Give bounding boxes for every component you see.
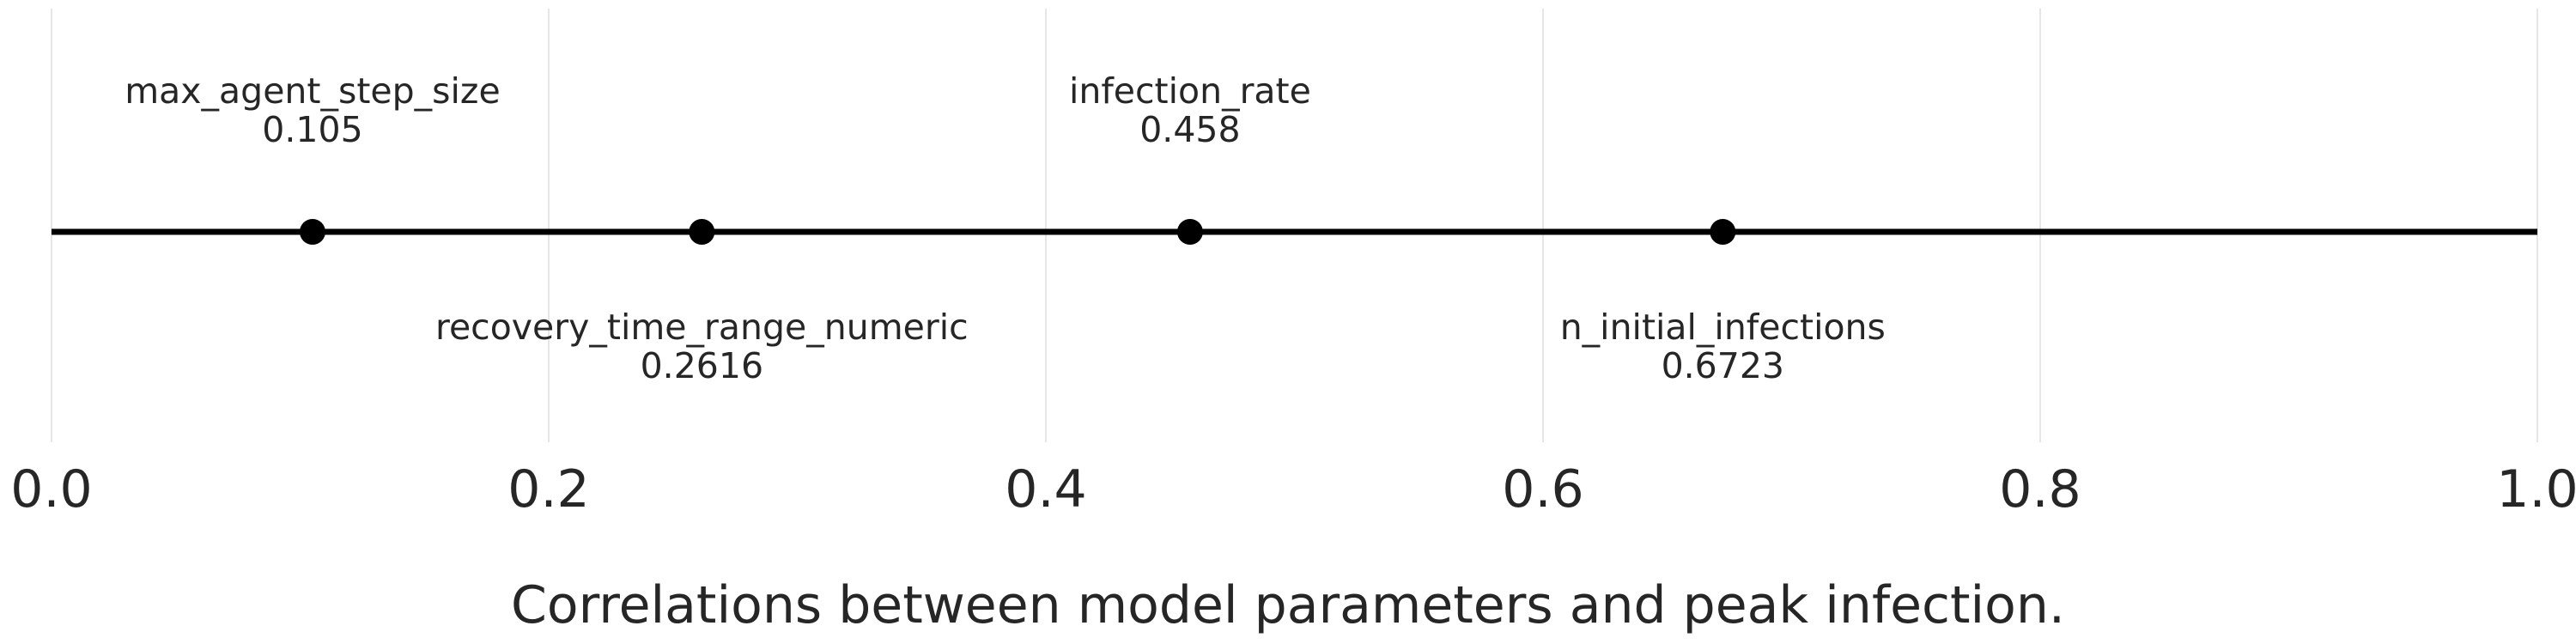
x-tick-label: 0.6 xyxy=(1502,459,1583,519)
x-tick-label: 0.8 xyxy=(1999,459,2081,519)
data-point-n-initial-infections xyxy=(1710,219,1736,245)
point-name-label: max_agent_step_size xyxy=(125,70,500,112)
point-name-label: recovery_time_range_numeric xyxy=(435,307,969,348)
x-tick-label: 0.4 xyxy=(1005,459,1086,519)
x-tick-label: 1.0 xyxy=(2496,459,2576,519)
point-value-label: 0.6723 xyxy=(1662,345,1784,386)
x-tick-labels: 0.0 0.2 0.4 0.6 0.8 1.0 xyxy=(10,459,2576,519)
data-point-recovery-time-range-numeric xyxy=(689,219,715,245)
data-point-infection-rate xyxy=(1176,219,1203,245)
chart-title: Correlations between model parameters an… xyxy=(511,575,2065,635)
data-points xyxy=(299,219,1736,245)
point-value-label: 0.2616 xyxy=(641,345,763,386)
grid-lines xyxy=(51,9,2538,442)
data-point-max-agent-step-size xyxy=(299,219,325,245)
point-name-label: n_initial_infections xyxy=(1560,307,1886,348)
point-value-label: 0.458 xyxy=(1139,109,1240,150)
point-name-label: infection_rate xyxy=(1069,70,1311,112)
x-tick-label: 0.0 xyxy=(10,459,92,519)
x-tick-label: 0.2 xyxy=(507,459,589,519)
point-value-label: 0.105 xyxy=(262,109,362,150)
